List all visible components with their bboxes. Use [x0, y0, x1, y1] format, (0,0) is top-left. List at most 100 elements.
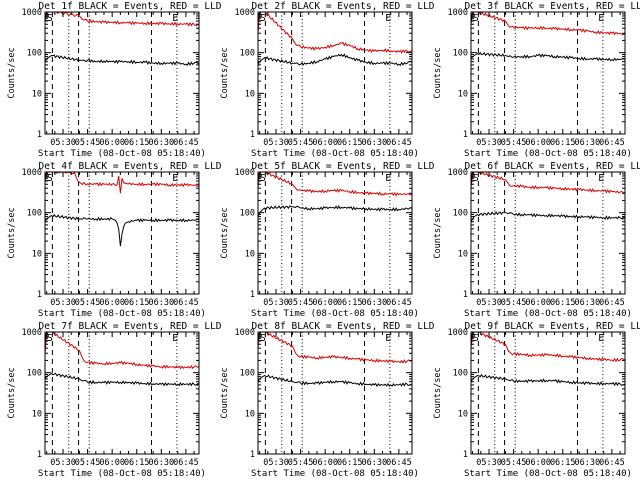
y-tick-label: 1 — [250, 130, 255, 140]
x-tick-label: 05:45 — [288, 298, 314, 308]
detector-panel: Det 8f BLACK = Events, RED = LLD Counts/s… — [220, 321, 435, 479]
x-tick-label: 06:15 — [124, 458, 150, 468]
x-tick-label: 06:30 — [362, 298, 388, 308]
event-annotation-label: E — [598, 173, 604, 184]
lld-series-line — [257, 11, 413, 54]
y-tick-label: 1000 — [22, 168, 42, 178]
event-annotation-label: S — [473, 13, 479, 24]
x-tick-label: 06:30 — [149, 458, 175, 468]
detector-panel: Det 9f BLACK = Events, RED = LLD Counts/s… — [433, 321, 640, 479]
y-tick-label: 100 — [453, 209, 468, 219]
x-tick-label: 06:00 — [525, 458, 551, 468]
plot-frame — [44, 171, 200, 295]
plot-frame — [470, 11, 626, 135]
x-tick-label: 06:00 — [312, 138, 338, 148]
y-tick-label: 1000 — [448, 168, 468, 178]
panel-title: Det 2f BLACK = Events, RED = LLD — [251, 1, 434, 12]
lld-series-line — [257, 331, 413, 364]
x-tick-label: 06:45 — [386, 298, 412, 308]
x-tick-label: 05:45 — [288, 138, 314, 148]
y-tick-label: 1 — [463, 450, 468, 460]
y-tick-label: 1 — [250, 450, 255, 460]
plot-frame — [257, 331, 413, 455]
plot-frame — [257, 11, 413, 135]
x-tick-label: 06:00 — [312, 298, 338, 308]
y-axis-label: Counts/sec — [220, 47, 230, 98]
event-annotation-label: E — [172, 333, 178, 344]
lld-series-line — [44, 171, 200, 194]
detector-panel: Det 3f BLACK = Events, RED = LLD Counts/s… — [433, 1, 640, 159]
y-tick-label: 100 — [27, 49, 42, 59]
event-annotation-label: S — [260, 173, 266, 184]
x-axis-label: Start Time (08-Oct-08 05:18:40) — [251, 309, 419, 319]
x-tick-label: 05:45 — [501, 138, 527, 148]
event-annotation-label: S — [47, 13, 53, 24]
x-tick-label: 06:15 — [124, 138, 150, 148]
x-tick-label: 06:00 — [99, 458, 125, 468]
event-annotation-label: S — [473, 173, 479, 184]
lld-series-line — [470, 331, 626, 363]
y-tick-label: 10 — [32, 89, 42, 99]
x-tick-label: 05:30 — [476, 458, 502, 468]
event-annotation-label: S — [260, 333, 266, 344]
panel-title: Det 4f BLACK = Events, RED = LLD — [38, 161, 221, 172]
x-tick-label: 06:45 — [173, 298, 199, 308]
y-axis-label: Counts/sec — [7, 47, 17, 98]
y-tick-label: 1 — [37, 130, 42, 140]
y-axis-label: Counts/sec — [7, 367, 17, 418]
x-tick-label: 06:15 — [337, 138, 363, 148]
x-tick-label: 06:30 — [149, 138, 175, 148]
x-tick-label: 06:45 — [386, 458, 412, 468]
x-tick-label: 05:45 — [75, 138, 101, 148]
x-axis-label: Start Time (08-Oct-08 05:18:40) — [38, 469, 206, 479]
x-tick-label: 05:45 — [501, 458, 527, 468]
y-axis-label: Counts/sec — [220, 367, 230, 418]
events-series-line — [470, 51, 626, 62]
y-tick-label: 100 — [453, 369, 468, 379]
event-annotation-label: E — [172, 13, 178, 24]
y-tick-label: 10 — [32, 409, 42, 419]
y-tick-label: 100 — [27, 369, 42, 379]
x-tick-label: 05:45 — [75, 458, 101, 468]
y-axis-label: Counts/sec — [7, 207, 17, 258]
y-tick-label: 100 — [240, 369, 255, 379]
events-series-line — [44, 54, 200, 67]
panel-title: Det 7f BLACK = Events, RED = LLD — [38, 321, 221, 332]
events-series-line — [257, 205, 413, 217]
y-tick-label: 10 — [458, 89, 468, 99]
event-annotation-label: S — [260, 13, 266, 24]
x-tick-label: 06:45 — [599, 298, 625, 308]
x-tick-label: 06:45 — [599, 458, 625, 468]
x-tick-label: 06:00 — [312, 458, 338, 468]
x-tick-label: 06:30 — [575, 138, 601, 148]
x-tick-label: 05:30 — [476, 138, 502, 148]
events-series-line — [470, 373, 626, 387]
x-axis-label: Start Time (08-Oct-08 05:18:40) — [38, 309, 206, 319]
event-annotation-label: S — [47, 333, 53, 344]
events-series-line — [470, 211, 626, 222]
y-tick-label: 10 — [458, 409, 468, 419]
plot-frame — [44, 331, 200, 455]
panel-title: Det 6f BLACK = Events, RED = LLD — [464, 161, 640, 172]
x-tick-label: 06:15 — [550, 458, 576, 468]
x-tick-label: 05:30 — [50, 138, 76, 148]
y-tick-label: 1000 — [235, 168, 255, 178]
x-tick-label: 06:30 — [149, 298, 175, 308]
x-axis-label: Start Time (08-Oct-08 05:18:40) — [251, 469, 419, 479]
plot-frame — [470, 171, 626, 295]
y-tick-label: 100 — [27, 209, 42, 219]
x-axis-label: Start Time (08-Oct-08 05:18:40) — [38, 149, 206, 159]
x-tick-label: 05:30 — [263, 298, 289, 308]
detector-panel: Det 6f BLACK = Events, RED = LLD Counts/s… — [433, 161, 640, 319]
lld-series-line — [470, 171, 626, 194]
x-tick-label: 06:00 — [525, 138, 551, 148]
plot-frame — [44, 11, 200, 135]
x-tick-label: 06:00 — [525, 298, 551, 308]
events-series-line — [44, 372, 200, 387]
event-annotation-label: E — [385, 173, 391, 184]
x-tick-label: 05:30 — [476, 298, 502, 308]
y-axis-label: Counts/sec — [433, 47, 443, 98]
y-tick-label: 1000 — [235, 328, 255, 338]
x-tick-label: 06:45 — [173, 138, 199, 148]
panel-title: Det 5f BLACK = Events, RED = LLD — [251, 161, 434, 172]
